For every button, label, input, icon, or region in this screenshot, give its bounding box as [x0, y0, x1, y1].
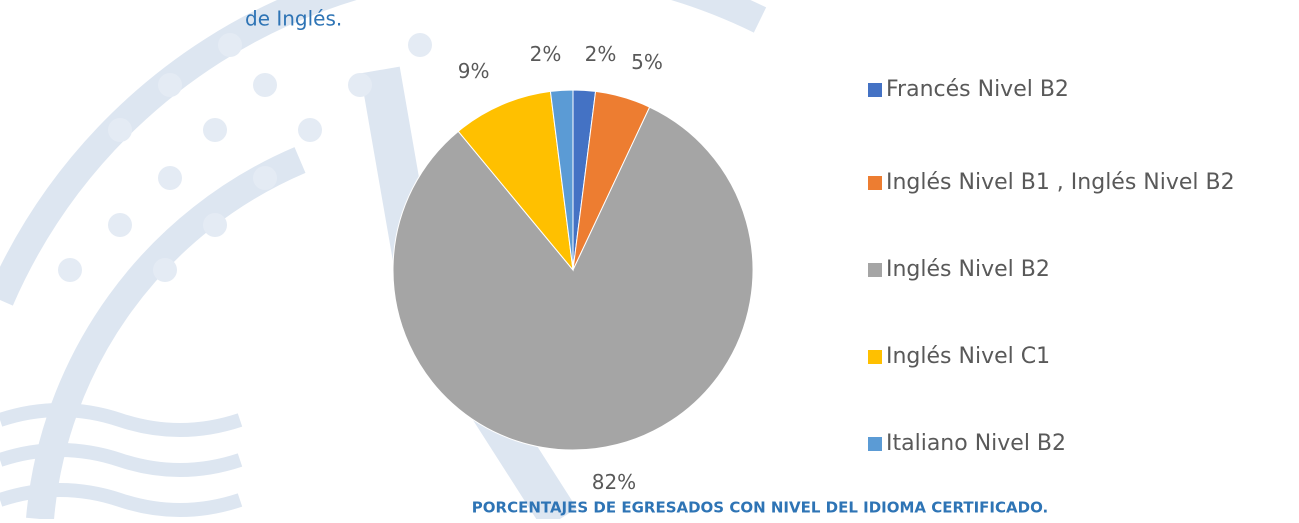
legend-label: Inglés Nivel B1 , Inglés Nivel B2: [886, 170, 1235, 195]
legend-swatch: [868, 437, 882, 451]
legend-label: Inglés Nivel C1: [886, 344, 1050, 369]
legend-swatch: [868, 83, 882, 97]
legend: Francés Nivel B2 Inglés Nivel B1 , Inglés…: [868, 77, 1235, 456]
legend-label: Italiano Nivel B2: [886, 431, 1066, 456]
caption: PORCENTAJES DE EGRESADOS CON NIVEL DEL I…: [472, 499, 1048, 517]
data-label: 2%: [530, 42, 562, 66]
legend-swatch: [868, 176, 882, 190]
data-label: 2%: [585, 42, 617, 66]
data-label: 82%: [592, 470, 636, 494]
legend-label: Inglés Nivel B2: [886, 257, 1050, 282]
legend-swatch: [868, 263, 882, 277]
legend-swatch: [868, 350, 882, 364]
text-fragment: de Inglés.: [245, 7, 342, 31]
data-label: 9%: [458, 59, 490, 83]
data-label: 5%: [631, 50, 663, 74]
page: de Inglés. PORCENTAJES DE EGRESADOS CON …: [0, 0, 1299, 519]
pie: 2% 5% 82% 9% 2%: [393, 42, 753, 494]
legend-label: Francés Nivel B2: [886, 77, 1069, 102]
